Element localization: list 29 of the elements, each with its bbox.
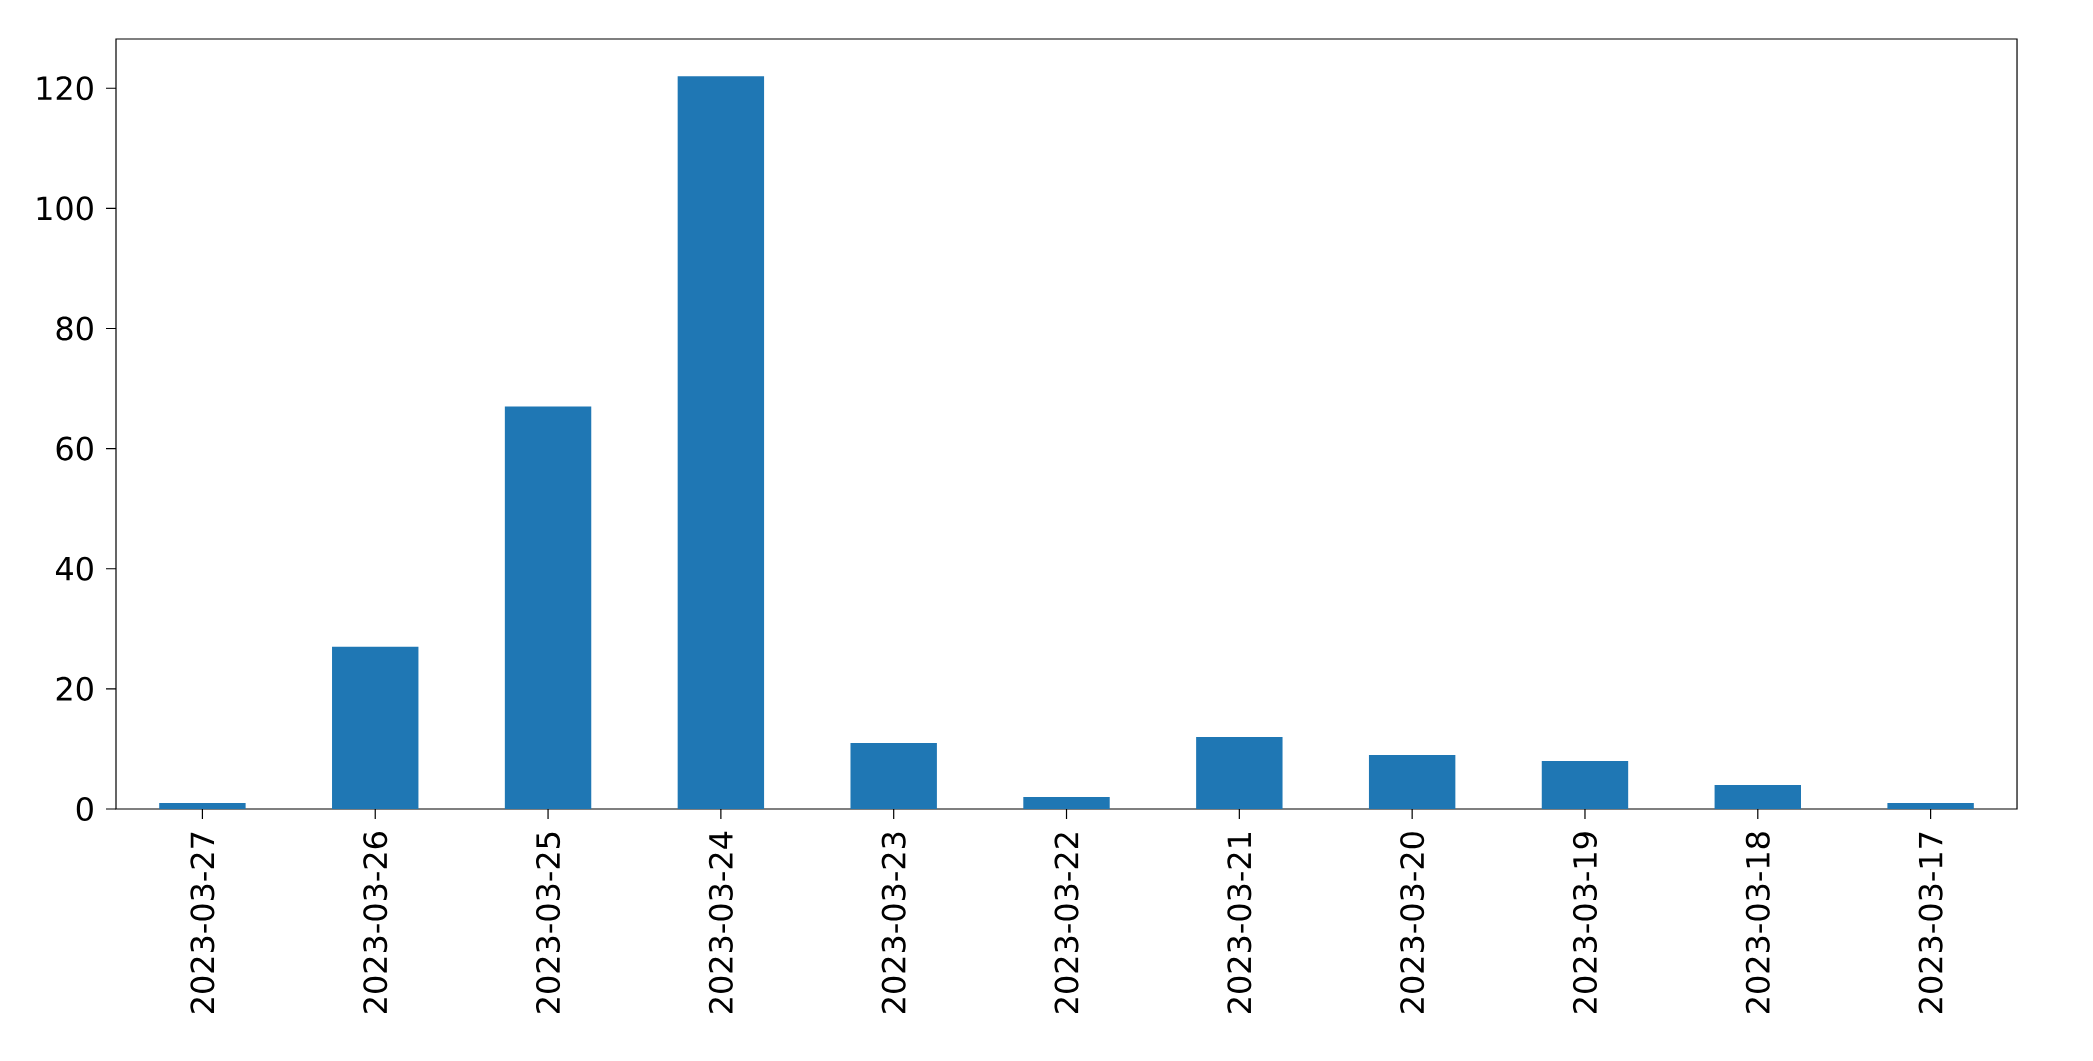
bar — [1714, 784, 1801, 809]
y-tick-label: 40 — [55, 556, 93, 581]
bar — [677, 76, 765, 809]
bar — [332, 646, 419, 809]
x-tick-label: 2023-03-21 — [1227, 833, 1252, 1013]
bar — [1196, 736, 1283, 809]
x-tick-label: 2023-03-20 — [1400, 832, 1425, 1013]
x-tick-label: 2023-03-22 — [1054, 833, 1079, 1013]
bar — [1541, 760, 1629, 809]
y-tick-label: 80 — [56, 316, 93, 341]
x-tick-label: 2023-03-17 — [1918, 832, 1943, 1013]
x-tick-label: 2023-03-19 — [1572, 832, 1598, 1013]
y-tick-label: 120 — [37, 76, 93, 101]
x-tick-label: 2023-03-26 — [363, 832, 388, 1013]
bar — [504, 406, 592, 809]
x-tick-label: 2023-03-18 — [1745, 832, 1770, 1013]
y-tick-label: 0 — [76, 796, 93, 822]
y-tick-label: 100 — [37, 196, 93, 221]
bar — [1023, 796, 1110, 809]
bar — [1887, 802, 1974, 809]
bar — [159, 802, 246, 809]
bar — [1368, 754, 1456, 809]
y-tick-label: 60 — [56, 436, 93, 461]
x-tick-label: 2023-03-23 — [881, 832, 906, 1013]
x-tick-label: 2023-03-24 — [708, 831, 733, 1013]
x-tick-label: 2023-03-27 — [190, 832, 215, 1013]
y-tick-label: 20 — [56, 676, 93, 701]
bar — [850, 742, 937, 809]
x-tick-label: 2023-03-25 — [536, 832, 561, 1013]
